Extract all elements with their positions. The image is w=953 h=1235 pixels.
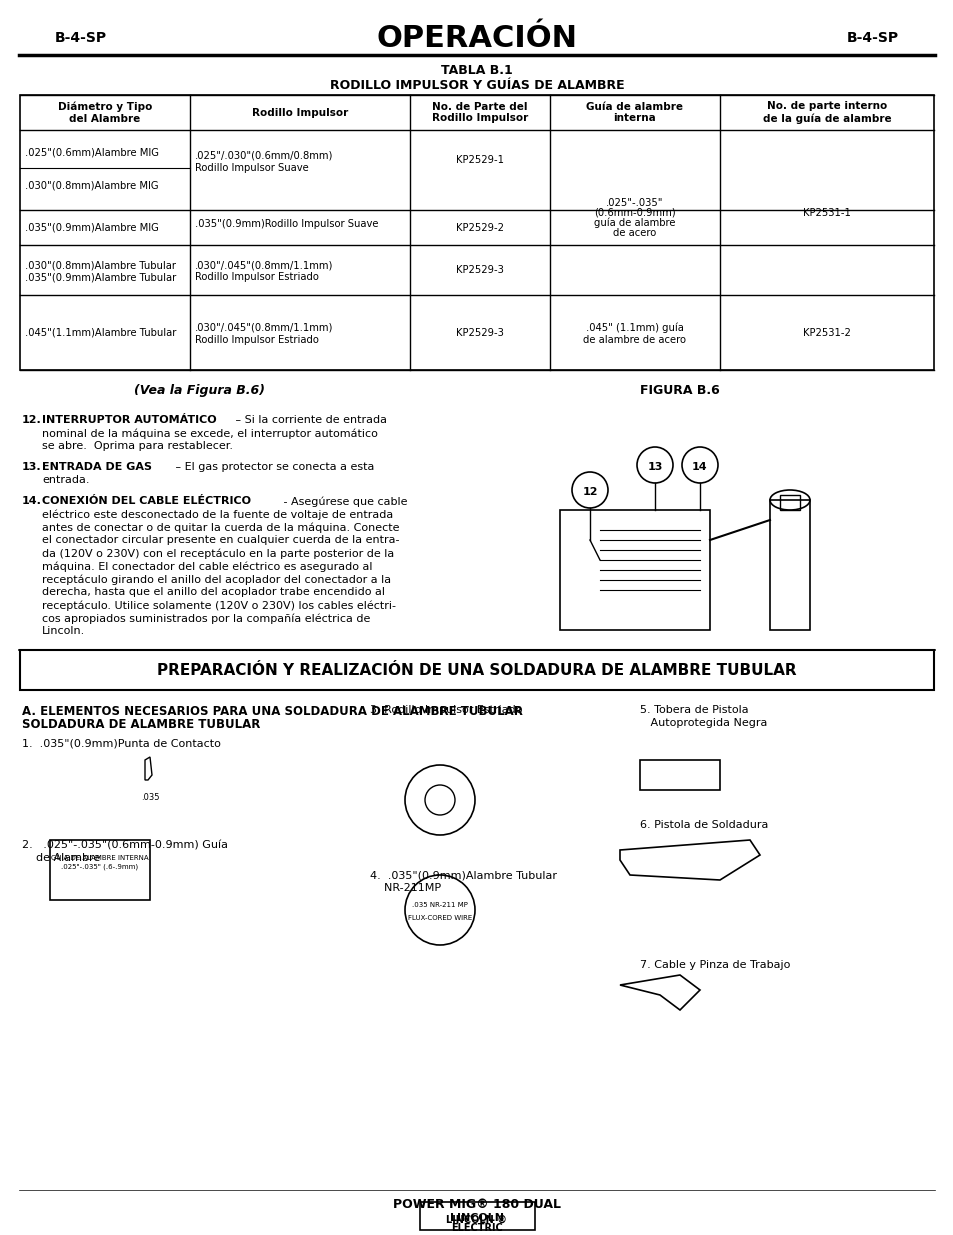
Text: .035"(0.9mm)Alambre MIG: .035"(0.9mm)Alambre MIG [25, 222, 159, 232]
Text: Rodillo Impulsor Estriado: Rodillo Impulsor Estriado [194, 335, 318, 345]
Text: cos apropiados suministrados por la compañía eléctrica de: cos apropiados suministrados por la comp… [42, 613, 370, 624]
Text: de acero: de acero [613, 227, 656, 237]
Text: 3. Rodillo Impulsor Estriado: 3. Rodillo Impulsor Estriado [370, 705, 522, 715]
Bar [20, 95, 933, 370]
Text: (Vea la Figura B.6): (Vea la Figura B.6) [134, 384, 265, 396]
Text: Rodillo Impulsor Suave: Rodillo Impulsor Suave [194, 163, 309, 173]
Text: 7. Cable y Pinza de Trabajo: 7. Cable y Pinza de Trabajo [639, 960, 789, 969]
Text: 5. Tobera de Pistola: 5. Tobera de Pistola [639, 705, 748, 715]
Text: Guía de alambre
interna: Guía de alambre interna [586, 101, 682, 124]
Text: POWER MIG® 180 DUAL: POWER MIG® 180 DUAL [393, 1198, 560, 1212]
Text: Autoprotegida Negra: Autoprotegida Negra [639, 718, 766, 727]
Text: .025"/.030"(0.6mm/0.8mm): .025"/.030"(0.6mm/0.8mm) [194, 149, 333, 161]
Bar [20, 650, 933, 690]
Text: se abre.  Oprima para restablecer.: se abre. Oprima para restablecer. [42, 441, 233, 451]
Text: NR-211MP: NR-211MP [370, 883, 440, 893]
Text: – Si la corriente de entrada: – Si la corriente de entrada [232, 415, 387, 425]
Text: 12.: 12. [22, 415, 42, 425]
Bar [559, 510, 709, 630]
Text: 12: 12 [581, 487, 598, 496]
Text: 4.  .035"(0.9mm)Alambre Tubular: 4. .035"(0.9mm)Alambre Tubular [370, 869, 557, 881]
Text: TABLA B.1: TABLA B.1 [440, 63, 513, 77]
Text: de Alambre: de Alambre [22, 853, 100, 863]
Text: KP2529-2: KP2529-2 [456, 222, 503, 232]
Text: .030"/.045"(0.8mm/1.1mm): .030"/.045"(0.8mm/1.1mm) [194, 322, 333, 332]
Text: 13.: 13. [22, 462, 42, 472]
Bar [769, 500, 809, 630]
Text: LINCOLN: LINCOLN [450, 1213, 503, 1223]
Text: FLUX-CORED WIRE: FLUX-CORED WIRE [408, 915, 472, 921]
Text: Rodillo Impulsor: Rodillo Impulsor [252, 107, 348, 117]
Text: - Asegúrese que cable: - Asegúrese que cable [280, 496, 407, 506]
Text: eléctrico este desconectado de la fuente de voltaje de entrada: eléctrico este desconectado de la fuente… [42, 509, 393, 520]
Text: – El gas protector se conecta a esta: – El gas protector se conecta a esta [172, 462, 374, 472]
Text: B-4-SP: B-4-SP [846, 31, 898, 44]
Text: No. de parte interno
de la guía de alambre: No. de parte interno de la guía de alamb… [761, 101, 890, 124]
Text: .045" (1.1mm) guía: .045" (1.1mm) guía [585, 322, 683, 332]
Text: entrada.: entrada. [42, 475, 90, 485]
Text: KP2529-3: KP2529-3 [456, 266, 503, 275]
Text: No. de Parte del
Rodillo Impulsor: No. de Parte del Rodillo Impulsor [432, 101, 528, 124]
Text: GUÍA DE ALAMBRE INTERNA: GUÍA DE ALAMBRE INTERNA [51, 855, 149, 862]
Text: .035: .035 [141, 793, 159, 802]
Text: guía de alambre: guía de alambre [594, 217, 675, 227]
Text: LINCOLN ®: LINCOLN ® [446, 1215, 507, 1225]
Text: .030"/.045"(0.8mm/1.1mm): .030"/.045"(0.8mm/1.1mm) [194, 261, 333, 270]
Text: FIGURA B.6: FIGURA B.6 [639, 384, 720, 396]
Text: máquina. El conectador del cable eléctrico es asegurado al: máquina. El conectador del cable eléctri… [42, 561, 372, 572]
Text: nominal de la máquina se excede, el interruptor automático: nominal de la máquina se excede, el inte… [42, 429, 377, 438]
Text: .035 NR-211 MP: .035 NR-211 MP [412, 902, 468, 908]
Bar [780, 495, 800, 510]
Bar [50, 840, 150, 900]
Text: .030"(0.8mm)Alambre MIG: .030"(0.8mm)Alambre MIG [25, 180, 158, 190]
Text: .030"(0.8mm)Alambre Tubular: .030"(0.8mm)Alambre Tubular [25, 261, 175, 270]
Text: receptáculo girando el anillo del acoplador del conectador a la: receptáculo girando el anillo del acopla… [42, 574, 391, 584]
Text: antes de conectar o de quitar la cuerda de la máquina. Conecte: antes de conectar o de quitar la cuerda … [42, 522, 399, 532]
Text: (0.6mm-0.9mm): (0.6mm-0.9mm) [594, 207, 675, 217]
Text: ELECTRIC: ELECTRIC [451, 1223, 502, 1233]
Text: .025"-.035": .025"-.035" [605, 198, 663, 207]
Text: KP2529-3: KP2529-3 [456, 327, 503, 337]
Text: da (120V o 230V) con el receptáculo en la parte posterior de la: da (120V o 230V) con el receptáculo en l… [42, 548, 394, 558]
Text: 13: 13 [647, 462, 662, 472]
Text: 14: 14 [692, 462, 707, 472]
Text: PREPARACIÓN Y REALIZACIÓN DE UNA SOLDADURA DE ALAMBRE TUBULAR: PREPARACIÓN Y REALIZACIÓN DE UNA SOLDADU… [157, 662, 796, 678]
Text: OPERACIÓN: OPERACIÓN [376, 23, 577, 53]
Text: Lincoln.: Lincoln. [42, 626, 85, 636]
Text: Diámetro y Tipo
del Alambre: Diámetro y Tipo del Alambre [58, 101, 152, 124]
Text: .045"(1.1mm)Alambre Tubular: .045"(1.1mm)Alambre Tubular [25, 327, 176, 337]
Text: .035"(0.9mm)Rodillo Impulsor Suave: .035"(0.9mm)Rodillo Impulsor Suave [194, 219, 378, 228]
Text: KP2531-1: KP2531-1 [802, 207, 850, 217]
Bar [639, 760, 720, 790]
Text: RODILLO IMPULSOR Y GUÍAS DE ALAMBRE: RODILLO IMPULSOR Y GUÍAS DE ALAMBRE [330, 79, 623, 91]
Text: B-4-SP: B-4-SP [55, 31, 107, 44]
Text: .025"(0.6mm)Alambre MIG: .025"(0.6mm)Alambre MIG [25, 147, 159, 157]
Text: KP2531-2: KP2531-2 [802, 327, 850, 337]
Text: Rodillo Impulsor Estriado: Rodillo Impulsor Estriado [194, 272, 318, 282]
Text: 6. Pistola de Soldadura: 6. Pistola de Soldadura [639, 820, 767, 830]
Text: SOLDADURA DE ALAMBRE TUBULAR: SOLDADURA DE ALAMBRE TUBULAR [22, 718, 260, 731]
Text: derecha, hasta que el anillo del acoplador trabe encendido al: derecha, hasta que el anillo del acoplad… [42, 587, 385, 597]
Text: INTERRUPTOR AUTOMÁTICO: INTERRUPTOR AUTOMÁTICO [42, 415, 216, 425]
Text: ENTRADA DE GAS: ENTRADA DE GAS [42, 462, 152, 472]
Text: de alambre de acero: de alambre de acero [583, 335, 686, 345]
Text: .035"(0.9mm)Alambre Tubular: .035"(0.9mm)Alambre Tubular [25, 272, 176, 282]
Text: 2.   .025"-.035"(0.6mm-0.9mm) Guía: 2. .025"-.035"(0.6mm-0.9mm) Guía [22, 840, 228, 850]
Text: .025"-.035" (.6-.9mm): .025"-.035" (.6-.9mm) [61, 863, 138, 869]
Text: CONEXIÓN DEL CABLE ELÉCTRICO: CONEXIÓN DEL CABLE ELÉCTRICO [42, 496, 251, 506]
Text: 14.: 14. [22, 496, 42, 506]
Text: receptáculo. Utilice solamente (120V o 230V) los cables eléctri-: receptáculo. Utilice solamente (120V o 2… [42, 600, 395, 610]
Text: A. ELEMENTOS NECESARIOS PARA UNA SOLDADURA DE ALAMBRE TUBULAR: A. ELEMENTOS NECESARIOS PARA UNA SOLDADU… [22, 705, 522, 718]
Bar [419, 1202, 535, 1230]
Text: 1.  .035"(0.9mm)Punta de Contacto: 1. .035"(0.9mm)Punta de Contacto [22, 739, 221, 748]
Text: KP2529-1: KP2529-1 [456, 156, 503, 165]
Text: el conectador circular presente en cualquier cuerda de la entra-: el conectador circular presente en cualq… [42, 535, 399, 545]
